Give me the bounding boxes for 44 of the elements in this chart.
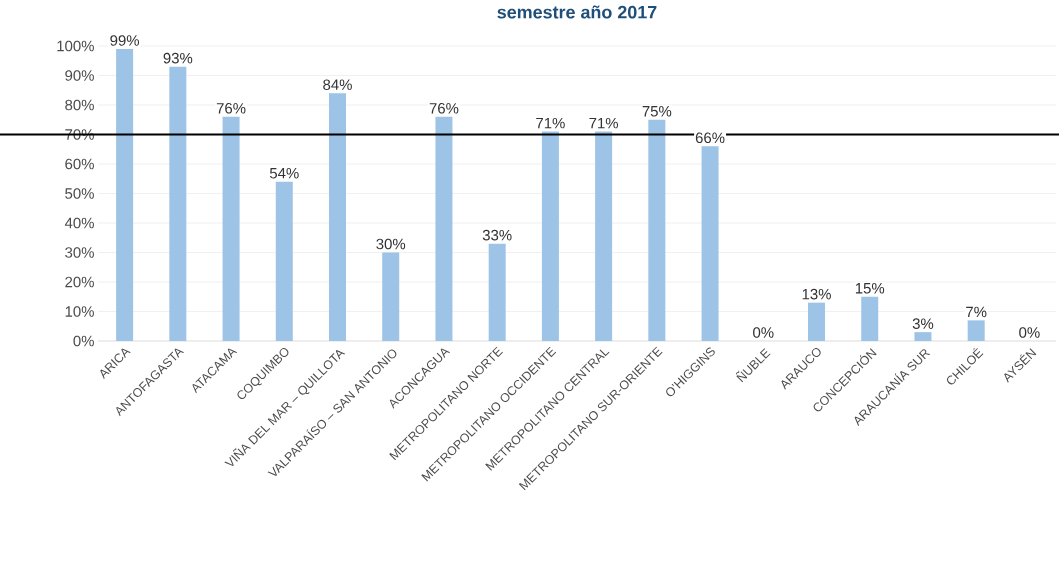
y-tick-label: 20% — [65, 276, 94, 288]
y-tick-label: 100% — [57, 40, 94, 52]
bar — [701, 146, 719, 341]
data-label: 76% — [429, 103, 459, 114]
data-label: 66% — [695, 132, 725, 144]
y-tick-label: 50% — [65, 188, 94, 199]
y-tick-label: 10% — [65, 306, 94, 317]
data-label: 76% — [216, 103, 246, 114]
data-label: 84% — [323, 79, 352, 90]
data-label: 33% — [482, 229, 512, 241]
y-tick-label: 40% — [64, 217, 94, 229]
data-label: 71% — [536, 117, 565, 129]
data-label: 93% — [163, 52, 193, 64]
data-label: 71% — [589, 117, 619, 129]
chart-title: semestre año 2017 — [497, 5, 657, 19]
y-tick-label: 30% — [65, 247, 94, 258]
data-label: 7% — [966, 306, 987, 318]
bar — [648, 119, 666, 341]
data-label: 3% — [912, 318, 934, 329]
bar — [488, 243, 506, 341]
bar — [275, 181, 293, 341]
bar — [541, 131, 559, 341]
data-label: 0% — [753, 327, 774, 338]
bar — [914, 332, 932, 341]
y-tick-label: 60% — [65, 158, 94, 170]
bar — [382, 252, 400, 341]
bar — [808, 302, 826, 341]
bar — [222, 116, 240, 341]
data-label: 13% — [802, 288, 831, 300]
bar — [169, 66, 187, 341]
data-label: 0% — [1019, 327, 1040, 338]
data-label: 15% — [855, 283, 885, 294]
y-tick-label: 0% — [73, 335, 94, 347]
data-label: 54% — [269, 167, 299, 179]
y-tick-label: 90% — [65, 70, 94, 81]
data-label: 99% — [110, 35, 140, 46]
bar — [595, 131, 613, 341]
bar — [435, 116, 453, 341]
data-label: 75% — [642, 106, 672, 117]
bar — [861, 296, 879, 341]
bar — [967, 320, 985, 341]
y-tick-label: 80% — [65, 99, 94, 111]
bar — [329, 93, 346, 341]
data-label: 30% — [376, 238, 406, 250]
